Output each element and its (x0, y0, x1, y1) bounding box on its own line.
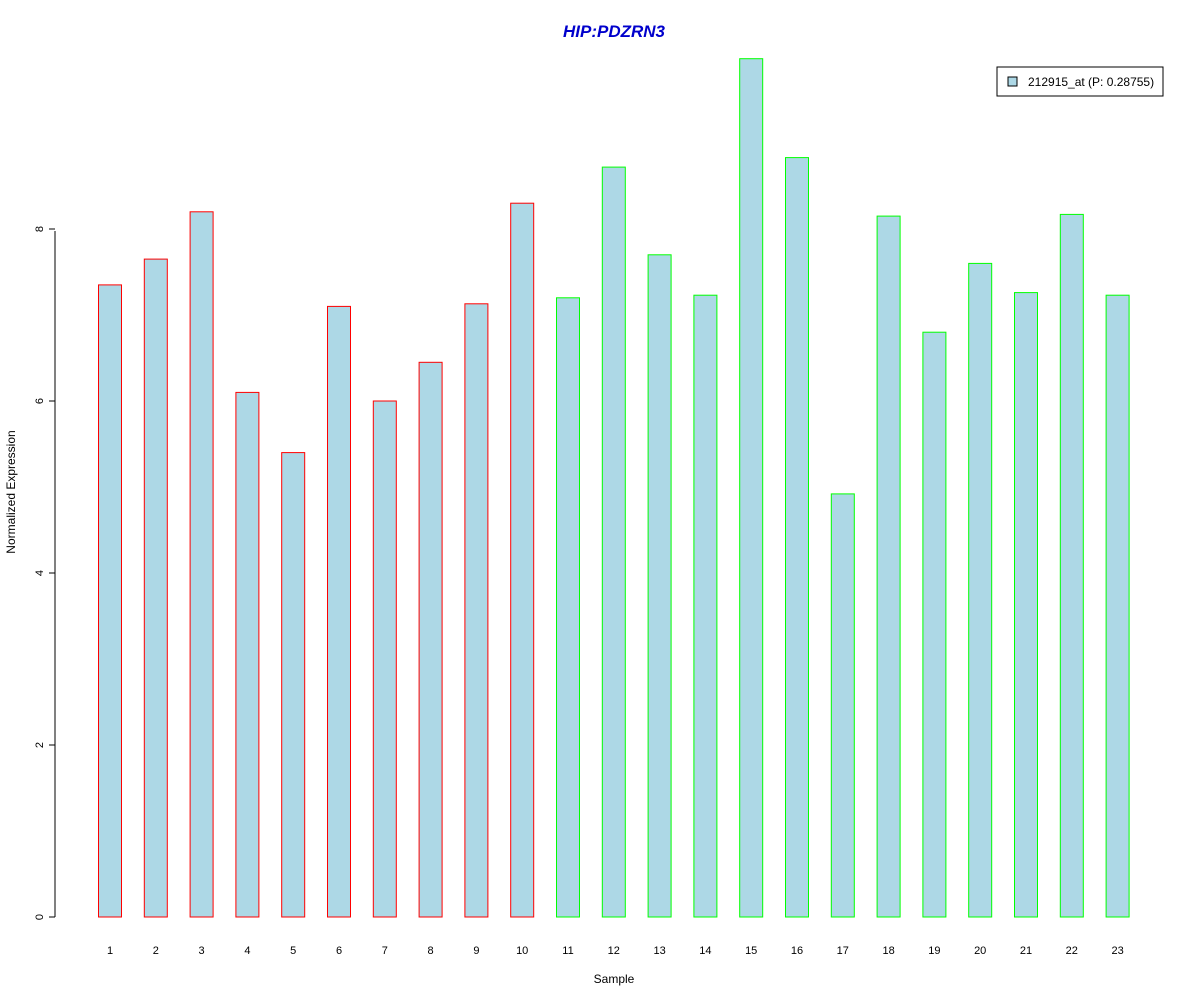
bar-sample-2 (143, 258, 168, 918)
bar-sample-12 (601, 166, 626, 918)
y-axis-label: Normalized Expression (4, 430, 18, 553)
x-tick-label: 19 (928, 945, 940, 957)
bar-sample-17 (830, 493, 855, 918)
bar-sample-22 (1059, 213, 1084, 918)
y-tick-label: 8 (34, 226, 46, 232)
x-tick-label: 16 (791, 945, 803, 957)
x-tick-label: 22 (1066, 945, 1078, 957)
bar-sample-7 (372, 400, 397, 918)
bar-sample-8 (418, 361, 443, 918)
bar-sample-4 (235, 391, 260, 918)
x-axis-tick-labels: 1 2 3 4 5 6 7 8 9 10 11 12 13 14 15 16 17 18 19 20 21 22 23 (107, 945, 1124, 957)
x-tick-label: 6 (336, 945, 342, 957)
bar-sample-14 (693, 294, 718, 918)
x-tick-label: 11 (562, 945, 573, 957)
legend: 212915_at (P: 0.28755) (996, 66, 1164, 97)
x-tick-label: 14 (699, 945, 711, 957)
bar-sample-15 (739, 58, 764, 918)
legend-box (996, 66, 1164, 97)
bar-sample-3 (189, 211, 214, 918)
bar-sample-6 (327, 305, 351, 918)
x-axis-label: Sample (594, 972, 635, 986)
y-tick-label: 6 (34, 398, 46, 404)
x-tick-label: 17 (837, 945, 849, 957)
y-tick-label: 4 (34, 570, 46, 576)
x-tick-label: 4 (244, 945, 250, 957)
x-tick-label: 20 (974, 945, 986, 957)
x-tick-label: 13 (653, 945, 665, 957)
bars (98, 58, 1130, 918)
x-tick-label: 8 (428, 945, 434, 957)
y-tick-label: 0 (34, 914, 46, 920)
x-tick-label: 18 (882, 945, 894, 957)
x-tick-label: 21 (1020, 945, 1032, 957)
y-tick-label: 2 (34, 742, 46, 748)
x-tick-label: 2 (153, 945, 159, 957)
bar-sample-11 (556, 297, 580, 918)
legend-swatch (1007, 76, 1018, 87)
x-tick-label: 23 (1111, 945, 1123, 957)
bar-sample-21 (1014, 292, 1038, 918)
x-tick-label: 15 (745, 945, 757, 957)
y-axis-ticks: 0 2 4 6 8 (34, 226, 55, 920)
bar-sample-13 (647, 254, 672, 918)
bar-sample-19 (922, 331, 947, 918)
bar-sample-1 (98, 284, 122, 918)
x-tick-label: 3 (199, 945, 205, 957)
bar-sample-23 (1105, 294, 1130, 918)
x-tick-label: 9 (473, 945, 479, 957)
x-tick-label: 1 (107, 945, 113, 957)
legend-label: 212915_at (P: 0.28755) (1028, 75, 1154, 89)
bar-sample-20 (968, 262, 993, 918)
x-tick-label: 7 (382, 945, 388, 957)
bar-sample-18 (876, 215, 901, 918)
x-tick-label: 12 (608, 945, 620, 957)
x-tick-label: 5 (290, 945, 296, 957)
bar-sample-9 (464, 303, 489, 918)
bar-sample-10 (510, 202, 535, 918)
chart-title: HIP:PDZRN3 (563, 22, 666, 41)
bar-sample-16 (785, 157, 809, 918)
x-tick-label: 10 (516, 945, 528, 957)
bar-sample-5 (281, 452, 306, 918)
